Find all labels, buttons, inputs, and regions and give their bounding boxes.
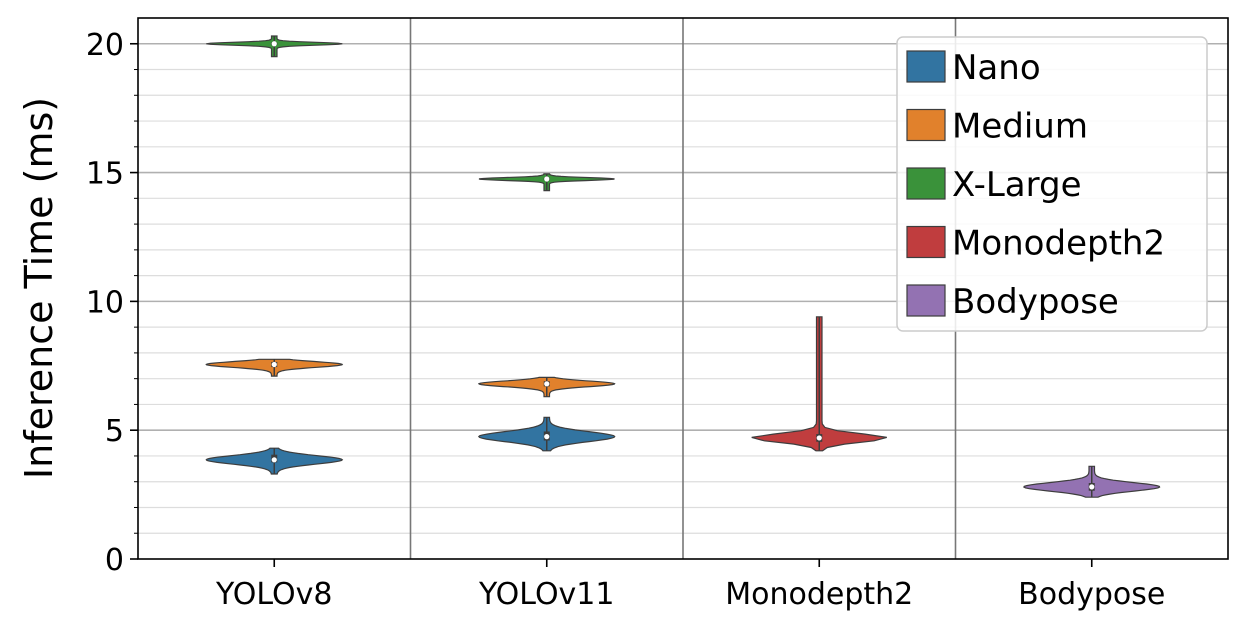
y-axis: 0 5 10 15 20 xyxy=(86,28,138,578)
violin-nano-yolov8 xyxy=(205,447,344,475)
violin-medium-yolov8 xyxy=(205,358,344,377)
legend-item-monodepth2: Monodepth2 xyxy=(906,224,1165,264)
legend-swatch xyxy=(906,108,946,142)
violin-median-dot xyxy=(271,361,277,368)
violin-nano-yolov11 xyxy=(477,416,616,452)
legend-item-nano: Nano xyxy=(906,48,1041,88)
violin-monodepth2-monodepth2 xyxy=(751,316,887,452)
violin-median-dot xyxy=(271,457,277,463)
violin-x-large-yolov8 xyxy=(206,35,343,58)
y-tick-label: 5 xyxy=(105,414,124,449)
legend-swatch xyxy=(906,225,946,259)
y-tick-label: 10 xyxy=(86,285,124,320)
category-separators xyxy=(409,18,957,559)
y-tick-label: 0 xyxy=(105,543,124,578)
legend-label: Nano xyxy=(952,48,1041,88)
x-axis: YOLOv8 YOLOv11 Monodepth2 Bodypose xyxy=(215,559,1165,612)
violin-median-dot xyxy=(544,381,550,387)
legend-frame xyxy=(896,36,1208,332)
legend-label: Bodypose xyxy=(952,282,1119,322)
y-tick-label: 15 xyxy=(86,157,124,192)
violin-x-large-yolov11 xyxy=(478,173,615,192)
legend-swatch xyxy=(906,167,946,200)
violins xyxy=(205,35,1161,498)
legend-item-medium: Medium xyxy=(906,107,1088,147)
x-tick-label: Monodepth2 xyxy=(725,577,913,612)
violin-median-dot xyxy=(544,176,550,182)
legend-item-bodypose: Bodypose xyxy=(906,282,1119,322)
plot-frame xyxy=(137,17,1229,560)
x-tick-label: Bodypose xyxy=(1018,577,1165,612)
y-tick-label: 20 xyxy=(86,28,124,63)
legend-item-x-large: X-Large xyxy=(906,165,1082,205)
legend-label: Monodepth2 xyxy=(952,224,1165,264)
legend-swatch xyxy=(906,284,946,317)
y-axis-label: Inference Time (ms) xyxy=(17,97,61,479)
violin-median-dot xyxy=(1089,484,1095,490)
x-tick-label: YOLOv11 xyxy=(478,577,614,612)
legend-label: X-Large xyxy=(952,165,1082,205)
violin-median-dot xyxy=(271,41,277,47)
violin-medium-yolov11 xyxy=(477,376,616,398)
violin-bodypose-bodypose xyxy=(1023,465,1161,498)
legend-swatch xyxy=(906,50,946,83)
violin-median-dot xyxy=(544,434,550,440)
x-tick-label: YOLOv8 xyxy=(215,577,332,612)
legend-label: Medium xyxy=(952,107,1088,147)
violin-median-dot xyxy=(816,435,822,441)
legend: Nano Medium X-Large Monodepth2 Bodypose xyxy=(896,36,1208,332)
